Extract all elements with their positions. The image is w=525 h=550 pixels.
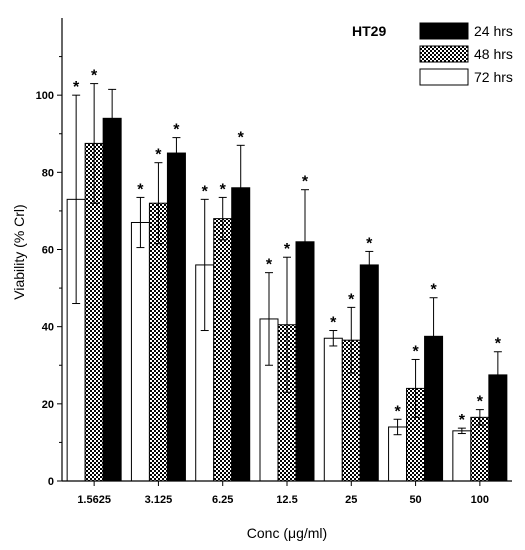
legend-swatch-48hrs xyxy=(419,45,469,63)
significance-star: * xyxy=(495,336,502,353)
bar-48hrs xyxy=(148,202,168,482)
y-tick-label: 60 xyxy=(42,245,54,257)
significance-star: * xyxy=(155,147,162,164)
bar-72hrs xyxy=(323,337,343,482)
significance-star: * xyxy=(238,129,245,146)
legend-label-48hrs: 48 hrs xyxy=(474,46,513,62)
legend-swatch-72hrs xyxy=(419,68,469,86)
y-tick-label: 80 xyxy=(42,167,54,179)
cell-line-label: HT29 xyxy=(352,23,386,39)
x-tick-label: 3.125 xyxy=(145,494,173,506)
significance-star: * xyxy=(73,79,80,96)
significance-star: * xyxy=(173,122,180,139)
significance-star: * xyxy=(348,291,355,308)
y-tick-label: 20 xyxy=(42,399,54,411)
significance-star: * xyxy=(137,181,144,198)
x-tick-label: 25 xyxy=(345,494,357,506)
y-tick-label: 40 xyxy=(42,322,54,334)
bar-24hrs xyxy=(166,152,186,482)
significance-star: * xyxy=(91,68,98,85)
significance-star: * xyxy=(459,412,466,429)
significance-star: * xyxy=(394,403,401,420)
plot-area: 0 20 40 60 80 100 1.5625 * * 3.125 * * * 6.25 * * * 12.5 *… xyxy=(36,56,508,506)
y-axis-label: Viability (% Crl) xyxy=(11,204,27,299)
x-tick-label: 12.5 xyxy=(276,494,297,506)
significance-star: * xyxy=(266,257,273,274)
bar-24hrs xyxy=(102,117,122,482)
significance-star: * xyxy=(220,181,227,198)
significance-star: * xyxy=(366,235,373,252)
significance-star: * xyxy=(284,241,291,258)
significance-star: * xyxy=(430,282,437,299)
legend-label-72hrs: 72 hrs xyxy=(474,69,513,85)
x-tick-label: 50 xyxy=(409,494,421,506)
significance-star: * xyxy=(302,174,309,191)
significance-star: * xyxy=(330,315,337,332)
bar-72hrs xyxy=(130,221,150,482)
y-tick-label: 100 xyxy=(36,90,54,102)
x-tick-label: 100 xyxy=(471,494,489,506)
significance-star: * xyxy=(202,183,209,200)
x-tick-label: 6.25 xyxy=(212,494,233,506)
bar-24hrs xyxy=(231,187,251,482)
bar-48hrs xyxy=(213,218,233,482)
significance-star: * xyxy=(412,343,419,360)
y-tick-label: 0 xyxy=(48,476,54,488)
bar-48hrs xyxy=(470,416,490,482)
bar-72hrs xyxy=(452,430,472,482)
significance-star: * xyxy=(477,394,484,411)
x-axis-label: Conc (μg/ml) xyxy=(247,525,327,541)
legend-swatch-24hrs xyxy=(419,22,469,40)
bar-24hrs xyxy=(359,264,379,482)
legend-label-24hrs: 24 hrs xyxy=(474,23,513,39)
x-tick-label: 1.5625 xyxy=(77,494,111,506)
legend: 24 hrs 48 hrs 72 hrs xyxy=(419,22,513,86)
